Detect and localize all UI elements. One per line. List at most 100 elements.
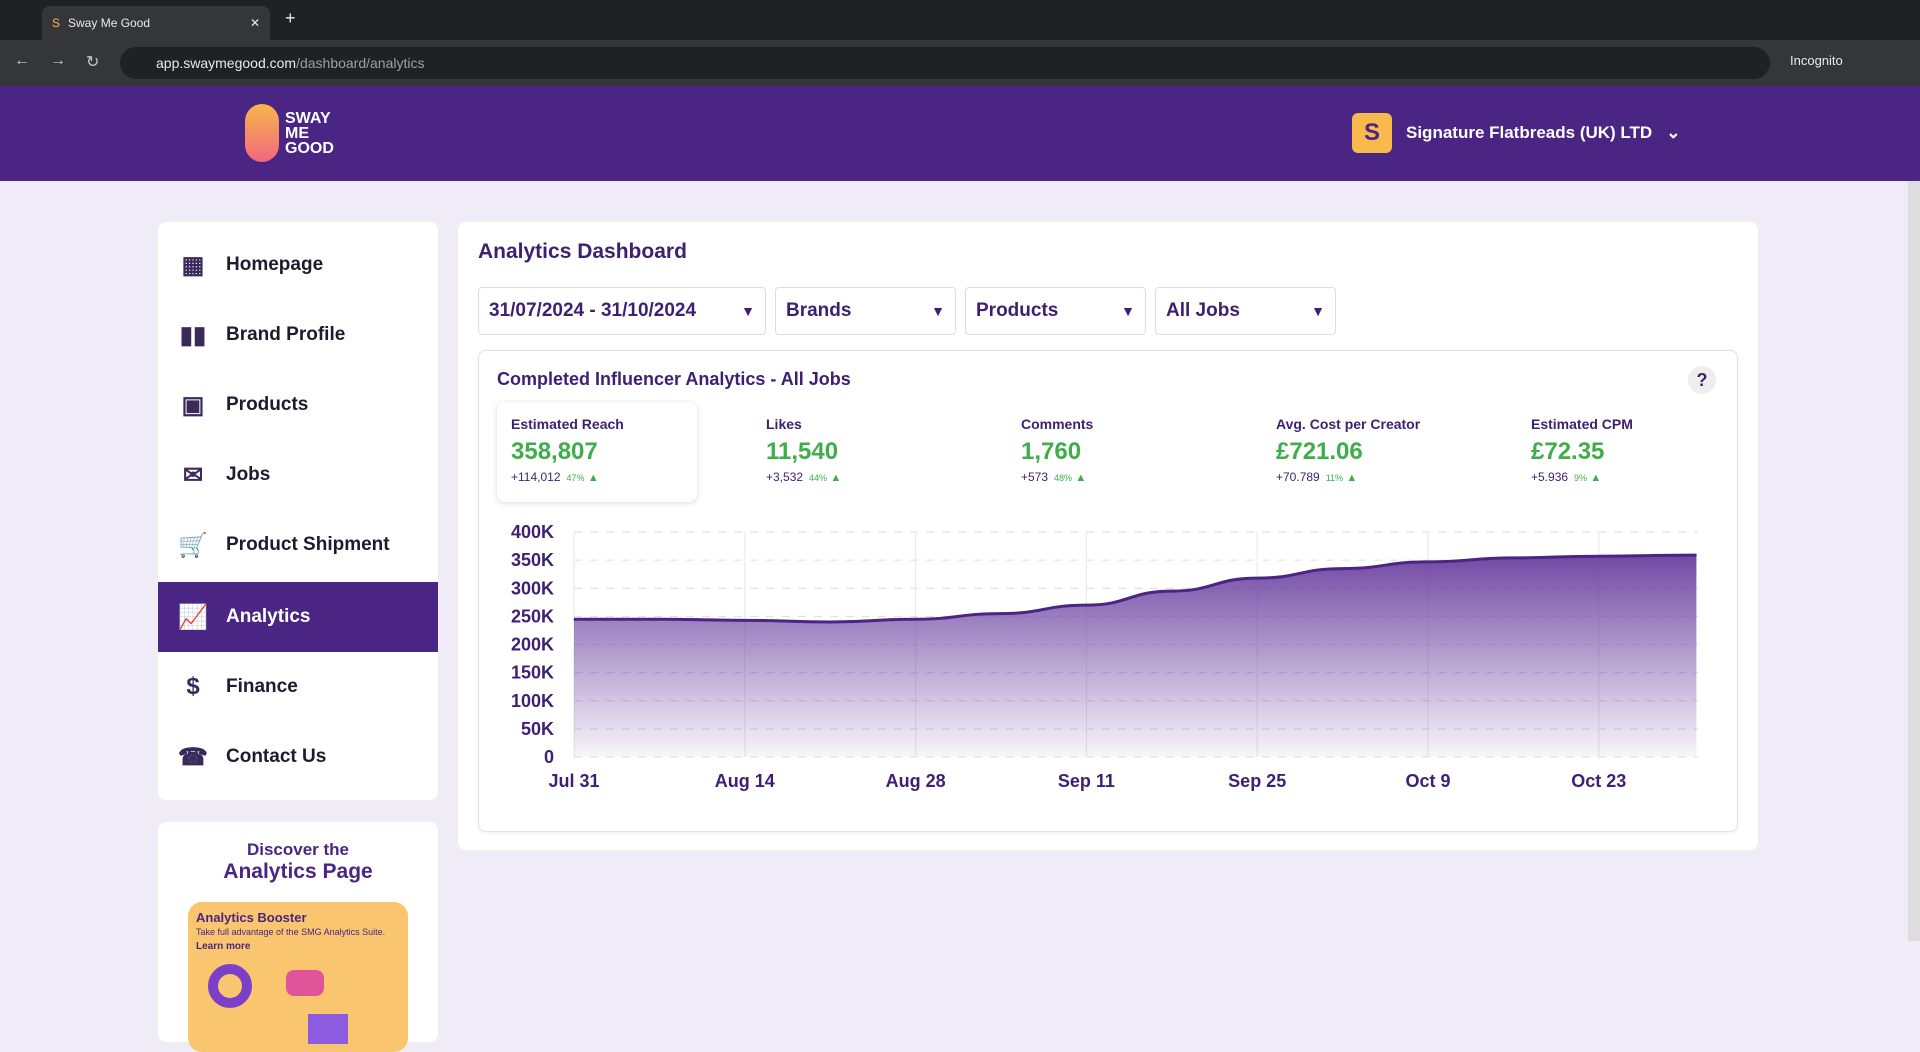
sidebar: ▦ Homepage ▮▮ Brand Profile ▣ Products ✉ Job… — [158, 222, 438, 800]
metric-card[interactable]: Estimated CPM £72.35 +5.936 9% ▲ — [1517, 402, 1717, 502]
url-field[interactable]: app.swaymegood.com/dashboard/analytics — [120, 47, 1770, 79]
analytics-icon: 📈 — [178, 603, 208, 631]
reload-icon[interactable]: ↻ — [86, 54, 100, 71]
scrollbar[interactable] — [1908, 181, 1920, 941]
cart-icon: 🛒 — [178, 531, 208, 559]
sidebar-item-label: Contact Us — [226, 746, 327, 767]
back-icon[interactable]: ← — [14, 52, 30, 69]
data-point — [1695, 554, 1697, 556]
sidebar-item-label: Analytics — [226, 606, 311, 627]
data-point — [1342, 568, 1344, 570]
metric-value: 1,760 — [1021, 438, 1082, 465]
x-tick-label: Oct 9 — [1405, 771, 1450, 791]
sidebar-item-products[interactable]: ▣ Products — [158, 370, 438, 440]
analytics-booster-banner[interactable]: Analytics Booster Take full advantage of… — [188, 902, 408, 1052]
logo-mark-icon — [245, 104, 279, 162]
arrow-up-icon: ▲ — [587, 472, 599, 484]
area-fill — [574, 555, 1697, 757]
learn-more-link[interactable]: Learn more — [196, 941, 251, 952]
logo-text: GOOD — [285, 139, 334, 157]
data-point — [744, 619, 746, 621]
chat-illustration-icon — [286, 970, 324, 996]
y-tick-label: 300K — [511, 578, 554, 598]
metric-delta: +70.789 — [1276, 470, 1320, 484]
x-tick-label: Aug 14 — [715, 771, 775, 791]
data-point — [573, 618, 575, 620]
data-point — [1171, 590, 1173, 592]
x-tick-label: Aug 28 — [886, 771, 946, 791]
banner-title: Analytics Booster — [196, 910, 307, 925]
sidebar-item-label: Jobs — [226, 464, 271, 485]
metric-card[interactable]: Avg. Cost per Creator £721.06 +70.789 11% ▲ — [1262, 402, 1462, 502]
metric-percent: 9% — [1574, 473, 1588, 483]
sidebar-item-homepage[interactable]: ▦ Homepage — [158, 230, 438, 300]
metric-percent: 44% — [809, 473, 828, 483]
envelope-icon: ✉ — [182, 461, 204, 489]
app-header — [0, 86, 1920, 181]
x-tick-label: Sep 11 — [1058, 771, 1115, 791]
donut-illustration-icon — [208, 964, 252, 1008]
logo[interactable]: SWAY ME GOOD — [245, 104, 334, 162]
sidebar-item-label: Products — [226, 394, 309, 415]
x-tick-label: Jul 31 — [548, 771, 599, 791]
banner-text: Take full advantage of the SMG Analytics… — [196, 927, 386, 937]
finance-icon: $ — [186, 673, 200, 700]
date-range-select[interactable]: 31/07/2024 - 31/10/2024 ▼ — [478, 287, 766, 335]
arrow-up-icon: ▲ — [1075, 472, 1087, 484]
sidebar-item-contact-us[interactable]: ☎ Contact Us — [158, 722, 438, 792]
sidebar-item-product-shipment[interactable]: 🛒 Product Shipment — [158, 510, 438, 580]
jobs-value: All Jobs — [1166, 300, 1240, 321]
chevron-down-icon: ⌄ — [1666, 123, 1681, 142]
promo-heading: Analytics Page — [223, 860, 373, 883]
y-tick-label: 100K — [511, 691, 554, 711]
logo-text: ME — [285, 124, 309, 142]
reach-chart: 0 50K 100K 150K 200K 250K 300K 350K 400K Jul 31 Au… — [511, 522, 1698, 791]
brands-select[interactable]: Brands ▼ — [775, 287, 956, 335]
favicon-icon: S — [52, 16, 61, 30]
close-tab-icon[interactable]: ✕ — [249, 16, 260, 30]
sidebar-item-analytics[interactable]: 📈 Analytics — [158, 582, 438, 652]
y-tick-label: 250K — [511, 606, 554, 626]
page-title: Analytics Dashboard — [478, 240, 687, 263]
bar-illustration-icon — [308, 1014, 348, 1044]
sidebar-item-jobs[interactable]: ✉ Jobs — [158, 440, 438, 510]
headset-icon: ☎ — [178, 743, 208, 771]
metric-percent: 48% — [1054, 473, 1073, 483]
arrow-up-icon: ▲ — [1346, 472, 1358, 484]
sidebar-item-label: Product Shipment — [226, 534, 390, 555]
metric-delta: +5.936 — [1531, 470, 1569, 484]
incognito-badge[interactable]: Incognito — [1790, 53, 1843, 68]
brand-icon: ▮▮ — [179, 321, 207, 349]
data-point — [915, 618, 917, 620]
arrow-up-icon: ▲ — [830, 472, 842, 484]
products-select[interactable]: Products ▼ — [965, 287, 1146, 335]
metric-card[interactable]: Comments 1,760 +573 48% ▲ — [1007, 402, 1207, 502]
sidebar-item-finance[interactable]: $ Finance — [158, 652, 438, 722]
brands-value: Brands — [786, 300, 852, 321]
data-point — [1256, 577, 1258, 579]
products-icon: ▣ — [181, 391, 205, 419]
browser-tab[interactable]: S Sway Me Good ✕ — [42, 6, 270, 40]
promo-heading: Discover the — [246, 840, 350, 859]
sidebar-item-label: Brand Profile — [226, 324, 346, 345]
metric-label: Avg. Cost per Creator — [1276, 416, 1421, 432]
url-path: /dashboard/analytics — [296, 55, 425, 71]
caret-down-icon: ▼ — [1311, 303, 1325, 319]
help-icon[interactable]: ? — [1688, 366, 1716, 394]
metric-card[interactable]: Estimated Reach 358,807 +114,012 47% ▲ — [497, 402, 697, 502]
forward-icon[interactable]: → — [50, 52, 66, 69]
jobs-select[interactable]: All Jobs ▼ — [1155, 287, 1336, 335]
tab-title: Sway Me Good — [68, 16, 151, 30]
new-tab-button[interactable]: + — [285, 8, 296, 28]
metric-delta: +114,012 — [511, 470, 561, 484]
account-switcher[interactable]: S Signature Flatbreads (UK) LTD ⌄ — [1352, 113, 1680, 153]
sidebar-item-brand-profile[interactable]: ▮▮ Brand Profile — [158, 300, 438, 370]
metric-card[interactable]: Likes 11,540 +3,532 44% ▲ — [752, 402, 952, 502]
caret-down-icon: ▼ — [741, 303, 755, 319]
y-tick-label: 0 — [544, 747, 554, 767]
arrow-up-icon: ▲ — [1590, 472, 1602, 484]
series-line — [573, 553, 1697, 624]
data-point — [1427, 561, 1429, 563]
logo-text: SWAY — [285, 109, 331, 127]
sidebar-item-label: Finance — [226, 676, 298, 697]
